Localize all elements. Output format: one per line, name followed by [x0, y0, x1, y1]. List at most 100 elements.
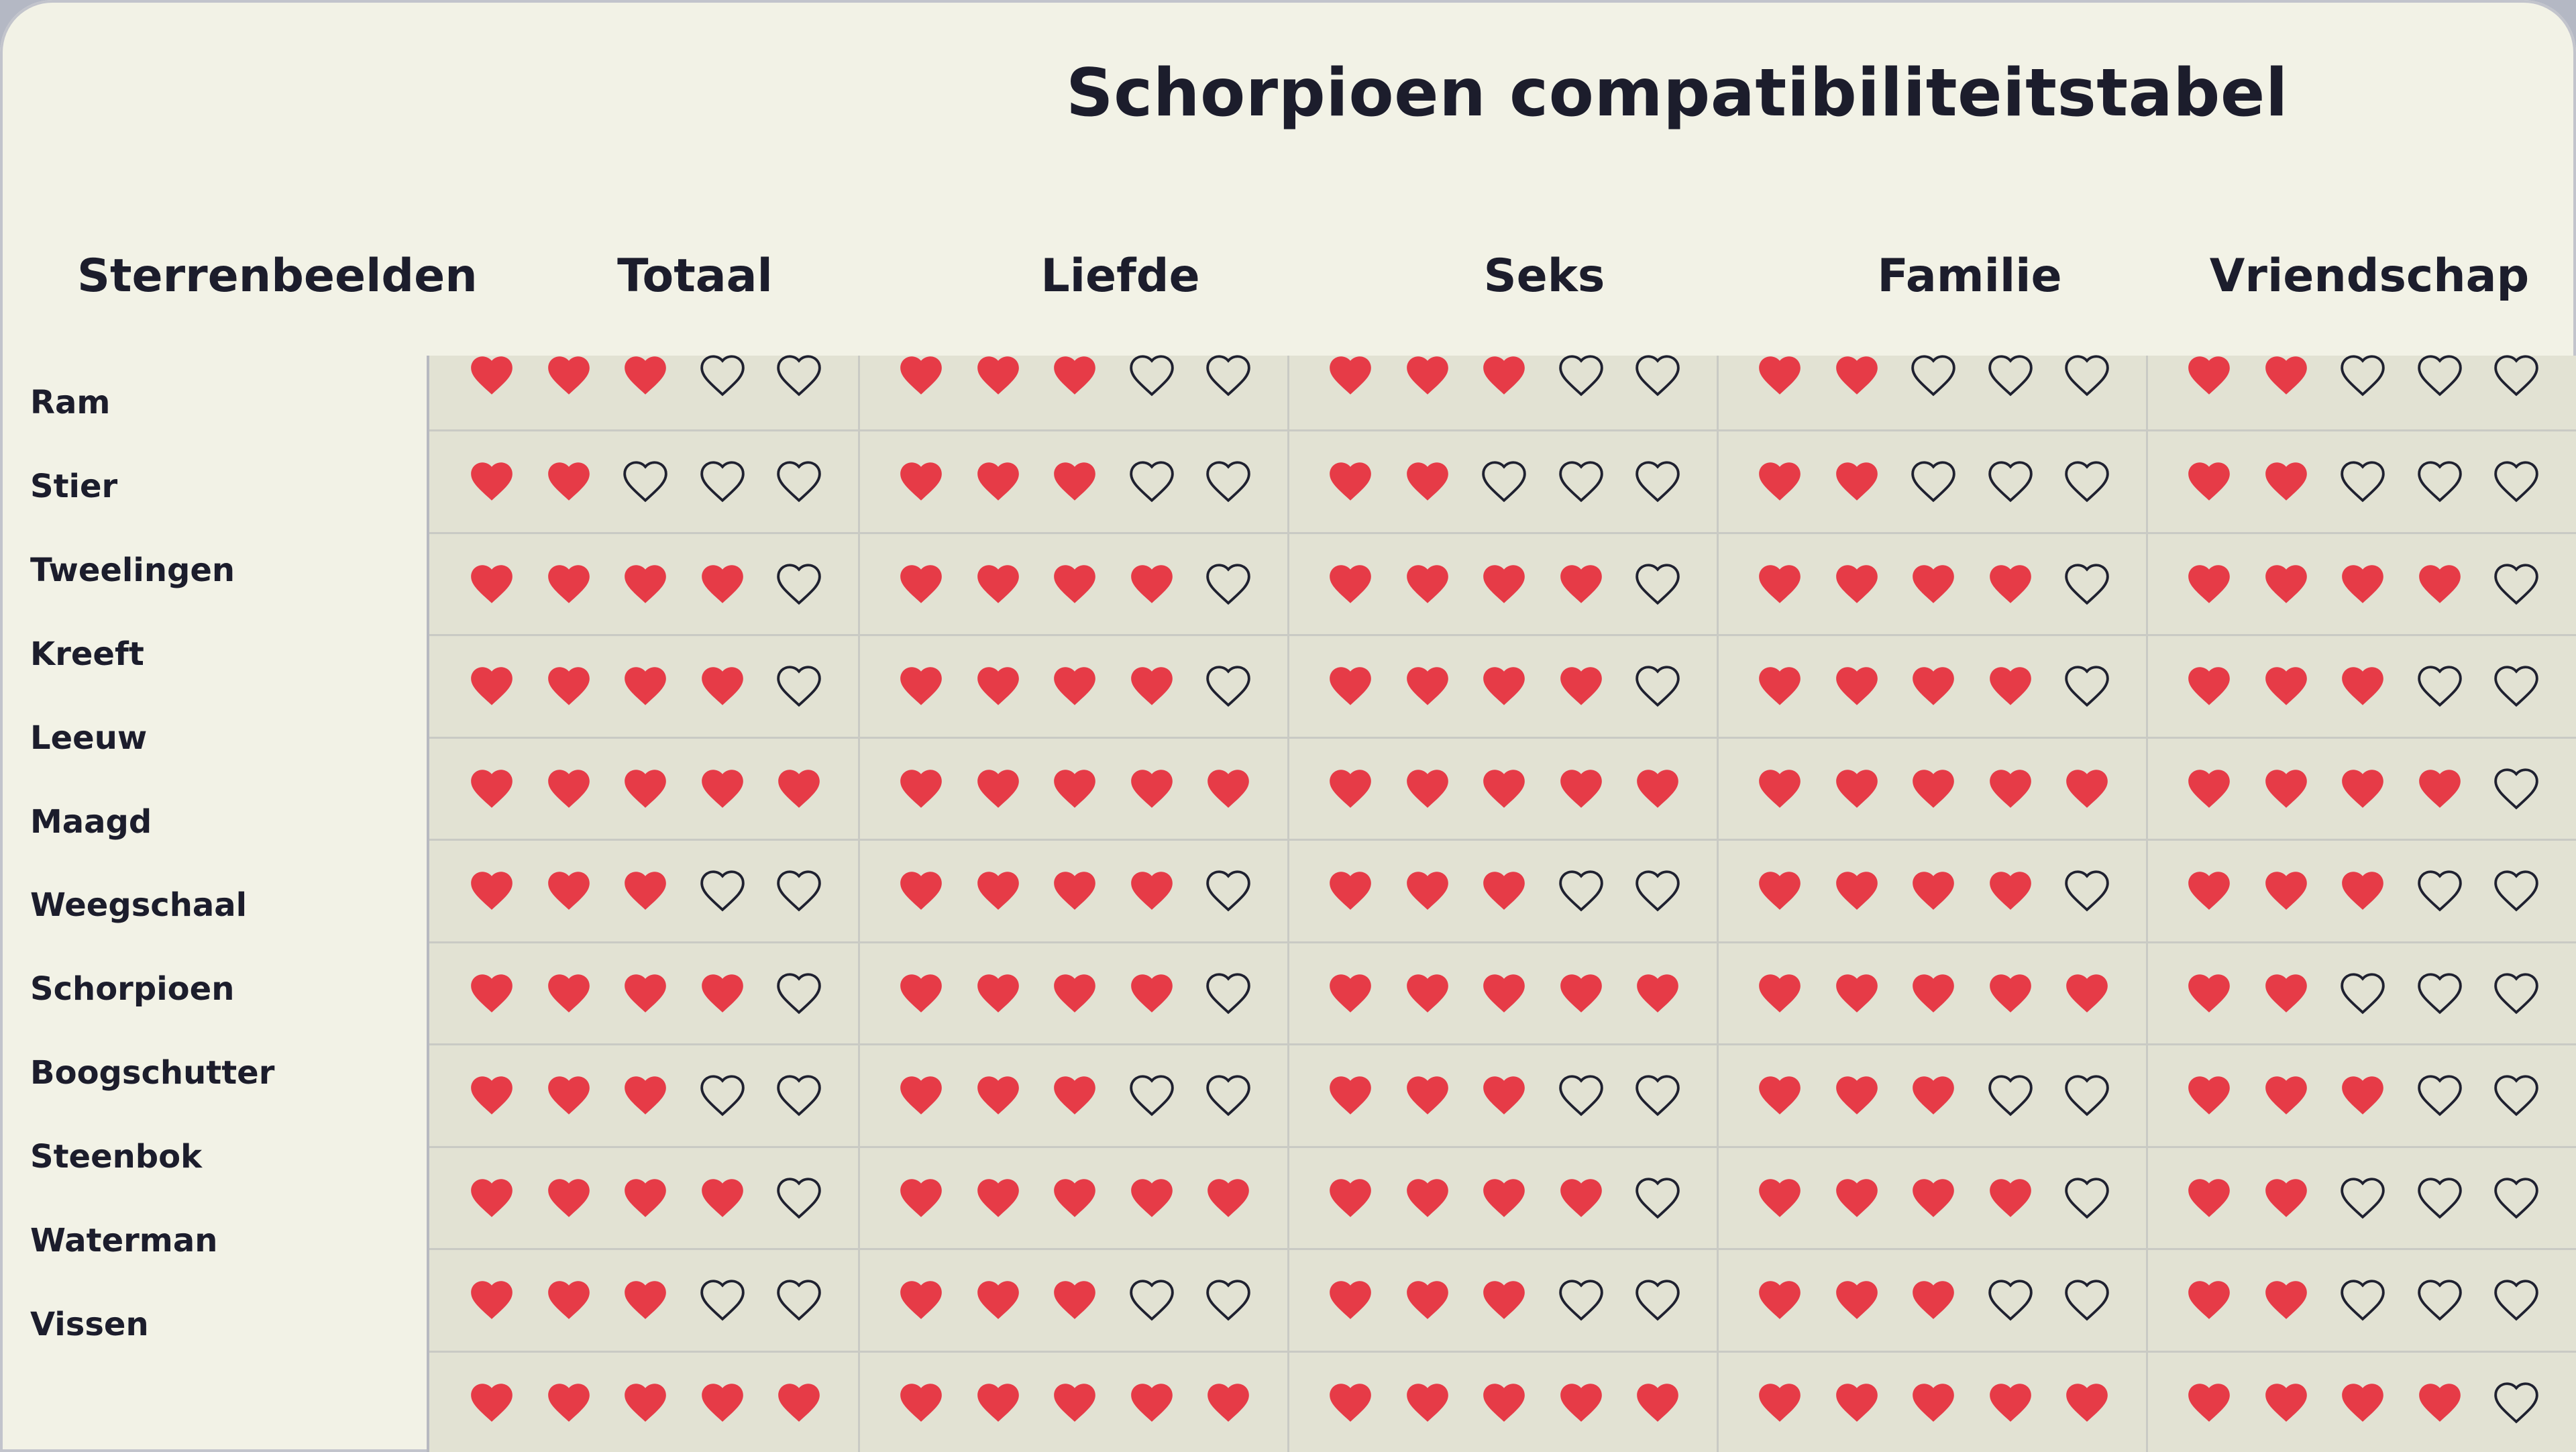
heart-filled-icon — [1330, 1178, 1371, 1217]
heart-outline-icon — [1635, 666, 1680, 707]
heart-outline-icon — [1206, 972, 1250, 1014]
row-label-vissen: Vissen — [30, 1305, 149, 1343]
heart-filled-icon — [1759, 356, 1801, 395]
heart-filled-icon — [1759, 667, 1801, 705]
heart-filled-icon — [2066, 1383, 2108, 1422]
heart-filled-icon — [1406, 769, 1448, 808]
row-divider — [429, 1145, 2576, 1148]
heart-outline-icon — [2065, 1075, 2109, 1117]
heart-filled-icon — [1054, 1076, 1095, 1114]
heart-filled-icon — [1759, 1281, 1801, 1319]
heart-filled-icon — [701, 769, 743, 808]
heart-outline-icon — [1129, 1075, 1174, 1117]
heart-filled-icon — [1560, 564, 1602, 603]
heart-filled-icon — [977, 872, 1019, 910]
heart-filled-icon — [2265, 564, 2307, 603]
heart-filled-icon — [1835, 462, 1878, 501]
heart-outline-icon — [1206, 563, 1250, 605]
heart-filled-icon — [2265, 872, 2307, 910]
heart-filled-icon — [1483, 1281, 1525, 1319]
heart-filled-icon — [1208, 1383, 1249, 1422]
heart-filled-icon — [900, 1178, 942, 1217]
heart-outline-icon — [2417, 1075, 2462, 1117]
heart-filled-icon — [1835, 356, 1878, 395]
ratings-grid — [427, 355, 2576, 1452]
heart-filled-icon — [625, 769, 666, 808]
heart-filled-icon — [2342, 1383, 2383, 1422]
heart-filled-icon — [625, 1281, 666, 1319]
heart-outline-icon — [2494, 870, 2538, 912]
heart-outline-icon — [1988, 1280, 2033, 1321]
heart-outline-icon — [1911, 461, 1955, 503]
heart-outline-icon — [1558, 870, 1603, 912]
row-divider — [429, 1248, 2576, 1250]
heart-filled-icon — [471, 974, 513, 1013]
row-divider — [429, 1043, 2576, 1045]
heart-filled-icon — [900, 872, 942, 910]
heart-outline-icon — [2341, 1280, 2385, 1321]
heart-filled-icon — [2265, 1383, 2307, 1422]
heart-filled-icon — [2265, 1076, 2307, 1114]
heart-filled-icon — [1913, 1076, 1954, 1114]
heart-filled-icon — [1054, 974, 1095, 1013]
heart-filled-icon — [1483, 356, 1525, 395]
heart-filled-icon — [1330, 462, 1371, 501]
heart-outline-icon — [2417, 1177, 2462, 1218]
heart-outline-icon — [2494, 355, 2538, 397]
heart-filled-icon — [1759, 462, 1801, 501]
heart-filled-icon — [1330, 1076, 1371, 1114]
column-header-totaal: Totaal — [617, 250, 773, 303]
heart-filled-icon — [1406, 462, 1448, 501]
heart-outline-icon — [1911, 355, 1955, 397]
heart-filled-icon — [547, 564, 590, 603]
heart-filled-icon — [1835, 1076, 1878, 1114]
heart-filled-icon — [471, 872, 513, 910]
heart-filled-icon — [1560, 974, 1602, 1013]
heart-outline-icon — [2417, 666, 2462, 707]
heart-filled-icon — [1406, 667, 1448, 705]
heart-filled-icon — [1330, 667, 1371, 705]
heart-outline-icon — [700, 461, 745, 503]
heart-outline-icon — [2494, 1075, 2538, 1117]
heart-filled-icon — [778, 1383, 820, 1422]
heart-filled-icon — [2188, 1281, 2230, 1319]
heart-filled-icon — [2265, 462, 2307, 501]
heart-filled-icon — [1913, 1178, 1954, 1217]
heart-filled-icon — [1483, 1178, 1525, 1217]
heart-outline-icon — [1558, 461, 1603, 503]
heart-outline-icon — [2065, 461, 2109, 503]
heart-filled-icon — [1330, 564, 1371, 603]
heart-outline-icon — [1635, 563, 1680, 605]
heart-outline-icon — [777, 972, 821, 1014]
heart-filled-icon — [1989, 872, 2031, 910]
heart-filled-icon — [1483, 872, 1525, 910]
heart-filled-icon — [1330, 1383, 1371, 1422]
heart-filled-icon — [900, 1383, 942, 1422]
heart-filled-icon — [1835, 872, 1878, 910]
heart-filled-icon — [471, 1281, 513, 1319]
column-header-seks: Seks — [1483, 250, 1605, 303]
heart-filled-icon — [1054, 667, 1095, 705]
heart-filled-icon — [1989, 769, 2031, 808]
heart-filled-icon — [2188, 667, 2230, 705]
heart-filled-icon — [2188, 769, 2230, 808]
heart-filled-icon — [900, 564, 942, 603]
row-divider — [429, 839, 2576, 841]
heart-filled-icon — [1759, 1178, 1801, 1217]
heart-filled-icon — [2188, 872, 2230, 910]
column-header-liefde: Liefde — [1040, 250, 1200, 303]
column-divider — [858, 356, 860, 1452]
heart-filled-icon — [1989, 667, 2031, 705]
heart-filled-icon — [1835, 769, 1878, 808]
heart-filled-icon — [1054, 564, 1095, 603]
heart-filled-icon — [1835, 974, 1878, 1013]
heart-outline-icon — [2417, 461, 2462, 503]
heart-filled-icon — [1054, 1281, 1095, 1319]
row-label-schorpioen: Schorpioen — [30, 970, 235, 1008]
heart-filled-icon — [1759, 564, 1801, 603]
heart-filled-icon — [471, 667, 513, 705]
heart-filled-icon — [977, 1076, 1019, 1114]
heart-filled-icon — [2418, 1383, 2461, 1422]
heart-filled-icon — [625, 974, 666, 1013]
